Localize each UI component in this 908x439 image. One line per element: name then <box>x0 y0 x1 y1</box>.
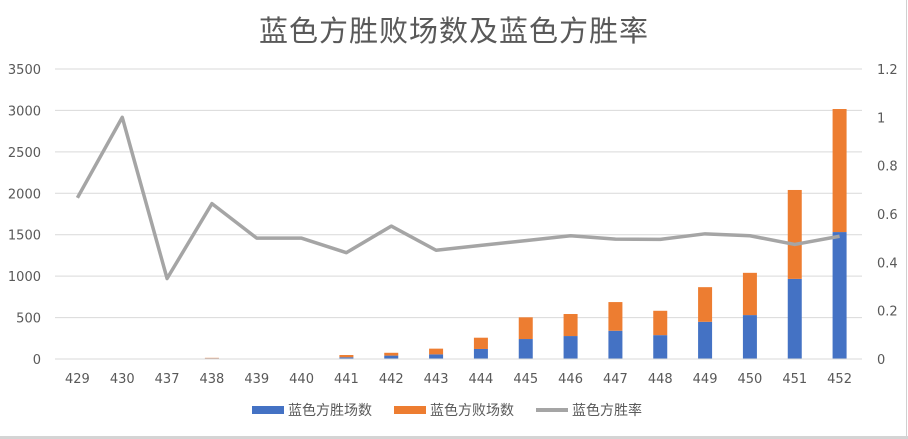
bar-blue-wins[interactable] <box>742 315 757 359</box>
bar-blue-losses[interactable] <box>384 352 399 356</box>
bar-blue-losses[interactable] <box>473 337 488 349</box>
legend-label: 蓝色方胜率 <box>572 403 642 419</box>
bar-blue-wins[interactable] <box>787 278 802 359</box>
x-axis-tick: 446 <box>558 372 583 387</box>
left-axis-tick: 3000 <box>8 104 41 119</box>
x-axis-tick: 443 <box>424 372 449 387</box>
x-axis-tick: 447 <box>603 372 628 387</box>
bar-blue-wins[interactable] <box>429 354 444 359</box>
left-axis-tick: 3500 <box>8 63 41 78</box>
bar-blue-wins[interactable] <box>563 336 578 359</box>
line-blue-winrate[interactable] <box>75 115 840 281</box>
bar-blue-wins[interactable] <box>473 348 488 359</box>
bottom-strip <box>0 436 908 439</box>
left-axis-tick: 1500 <box>8 229 41 244</box>
right-axis-tick: 0 <box>877 353 885 368</box>
bar-blue-wins[interactable] <box>653 335 668 359</box>
bar-blue-losses[interactable] <box>563 314 578 337</box>
bar-blue-losses[interactable] <box>518 317 533 340</box>
x-axis-tick: 452 <box>827 372 852 387</box>
right-axis-tick: 0.6 <box>877 208 898 223</box>
bar-blue-losses[interactable] <box>832 109 847 233</box>
legend-label: 蓝色方败场数 <box>430 403 514 419</box>
x-axis-tick: 441 <box>334 372 359 387</box>
bar-blue-losses[interactable] <box>742 272 757 316</box>
x-axis-tick: 438 <box>200 372 225 387</box>
right-axis-tick: 0.8 <box>877 160 898 175</box>
legend-item-blue-winrate[interactable]: 蓝色方胜率 <box>536 400 642 420</box>
legend-swatch-gray-line <box>536 408 568 412</box>
x-axis-tick: 440 <box>289 372 314 387</box>
right-axis-tick: 0.2 <box>877 305 898 320</box>
legend-label: 蓝色方胜场数 <box>288 403 372 419</box>
bar-blue-wins[interactable] <box>518 339 533 359</box>
x-axis-tick: 429 <box>65 372 90 387</box>
x-axis-tick: 449 <box>693 372 718 387</box>
chart-plot-area: 0 500 1000 1500 2000 2500 3000 3500 0 0.2 0.4 0.6 0.… <box>8 63 898 387</box>
right-axis-tick: 1 <box>877 111 885 126</box>
x-axis-tick: 445 <box>513 372 538 387</box>
bar-blue-wins[interactable] <box>832 232 847 359</box>
legend-item-blue-losses[interactable]: 蓝色方败场数 <box>394 400 514 420</box>
bar-blue-losses[interactable] <box>608 302 623 331</box>
left-axis-tick: 2000 <box>8 187 41 202</box>
x-axis-tick: 450 <box>738 372 763 387</box>
bar-blue-losses[interactable] <box>698 287 713 322</box>
bar-blue-losses[interactable] <box>787 189 802 279</box>
bar-blue-wins[interactable] <box>339 357 354 359</box>
bar-blue-wins[interactable] <box>698 321 713 359</box>
chart-title: 蓝色方胜败场数及蓝色方胜率 <box>258 14 649 48</box>
x-axis-tick: 430 <box>110 372 135 387</box>
x-axis-tick: 439 <box>244 372 269 387</box>
x-axis-tick: 442 <box>379 372 404 387</box>
left-axis-tick: 500 <box>16 312 41 327</box>
left-axis-tick: 0 <box>33 353 41 368</box>
x-axis-tick: 444 <box>469 372 494 387</box>
bar-blue-losses[interactable] <box>429 348 444 355</box>
x-axis-tick: 437 <box>155 372 180 387</box>
right-axis-tick: 0.4 <box>877 256 898 271</box>
bar-blue-losses[interactable] <box>653 310 668 336</box>
bar-blue-wins[interactable] <box>384 355 399 359</box>
bar-blue-losses[interactable] <box>339 355 354 358</box>
bar-blue-wins[interactable] <box>608 330 623 359</box>
x-axis-tick: 451 <box>782 372 807 387</box>
x-axis-tick: 448 <box>648 372 673 387</box>
legend-swatch-blue <box>252 406 284 414</box>
left-axis-tick: 2500 <box>8 146 41 161</box>
legend-swatch-orange <box>394 406 426 414</box>
chart-legend: 蓝色方胜场数 蓝色方败场数 蓝色方胜率 <box>252 400 664 420</box>
legend-item-blue-wins[interactable]: 蓝色方胜场数 <box>252 400 372 420</box>
right-axis-tick: 1.2 <box>877 63 898 78</box>
left-axis-tick: 1000 <box>8 270 41 285</box>
